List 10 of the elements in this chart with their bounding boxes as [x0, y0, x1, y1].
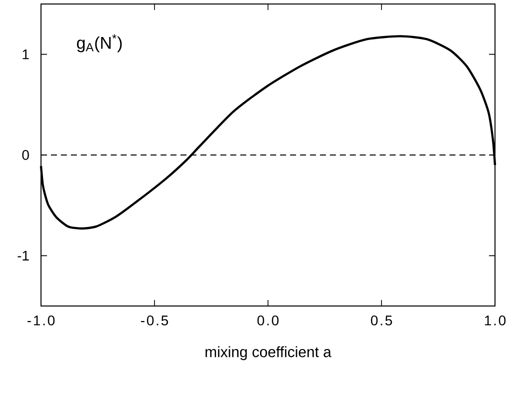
y-tick-label: 0 — [22, 150, 29, 160]
x-tick-label: -1.0 — [28, 316, 55, 326]
x-tick-label: -0.5 — [141, 316, 168, 326]
x-axis-title: mixing coefficient a — [206, 346, 332, 360]
x-tick-label: 0.0 — [257, 316, 279, 326]
y-tick-label: 1 — [22, 50, 29, 60]
annotation: g$_{A}$(N$^{*}$) — [77, 34, 122, 52]
y-tick-label: -1 — [18, 250, 29, 260]
x-tick-label: 0.5 — [370, 316, 392, 326]
x-tick-label: 1.0 — [484, 316, 506, 326]
